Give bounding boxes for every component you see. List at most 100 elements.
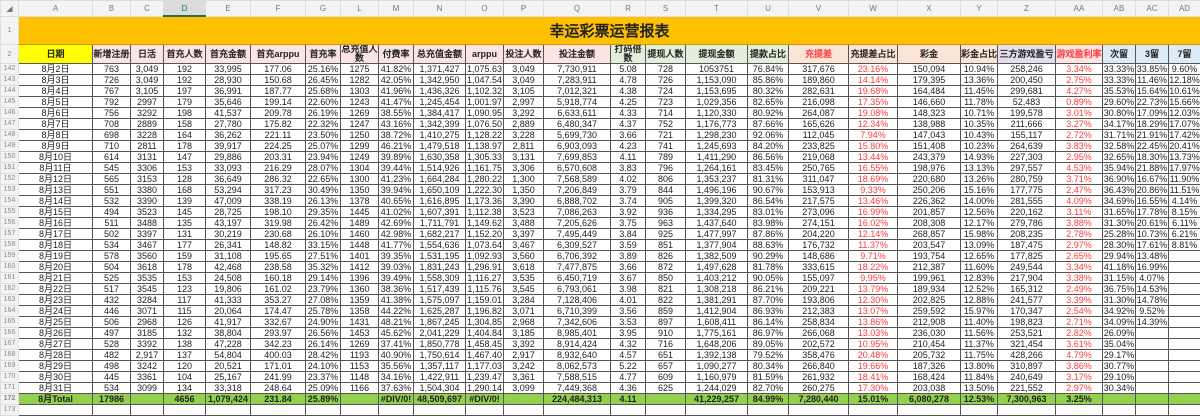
table-cell[interactable]: 1,630,358 <box>414 152 466 163</box>
table-cell[interactable]: 261,932 <box>789 372 849 383</box>
table-cell[interactable]: 177,825 <box>998 251 1056 262</box>
table-cell[interactable]: 7,012,321 <box>544 86 611 97</box>
table-cell[interactable]: 2,997 <box>504 97 544 108</box>
table-cell[interactable]: 41,537 <box>206 108 251 119</box>
table-cell[interactable]: 33.33% <box>1103 75 1136 86</box>
table-cell[interactable]: 850 <box>646 273 686 284</box>
table-cell[interactable]: 19,806 <box>206 284 251 295</box>
table-cell[interactable]: 2,811 <box>504 141 544 152</box>
table-cell[interactable]: 1,392,138 <box>686 350 748 361</box>
table-cell[interactable]: 3.53 <box>611 317 646 328</box>
row-number[interactable]: 147 <box>1 119 19 130</box>
table-cell[interactable]: 3153 <box>131 174 164 185</box>
table-cell[interactable]: 34.17% <box>1103 119 1136 130</box>
table-cell[interactable]: 1,149.62 <box>466 218 504 229</box>
table-cell[interactable]: 9.95% <box>849 273 898 284</box>
table-cell[interactable]: 319.98 <box>251 218 306 229</box>
table-cell[interactable]: 1,377,904 <box>686 240 748 251</box>
table-cell[interactable]: 90.05% <box>748 273 789 284</box>
table-cell[interactable]: 19.68% <box>849 86 898 97</box>
table-cell[interactable]: 210,454 <box>898 339 961 350</box>
table-cell[interactable]: 199.14 <box>251 97 306 108</box>
table-cell[interactable]: 35.56% <box>379 361 414 372</box>
total-cell[interactable]: 231.84 <box>251 394 306 405</box>
table-cell[interactable] <box>1136 339 1169 350</box>
table-cell[interactable]: 28,930 <box>206 75 251 86</box>
table-cell[interactable]: 126 <box>164 317 206 328</box>
table-cell[interactable]: 32.58% <box>1103 141 1136 152</box>
table-cell[interactable]: 31.30% <box>1103 218 1136 229</box>
table-cell[interactable]: 3.11% <box>1056 207 1103 218</box>
total-cell[interactable]: 41,229,257 <box>686 394 748 405</box>
table-cell[interactable]: 1247 <box>341 119 379 130</box>
table-cell[interactable]: 1299 <box>341 141 379 152</box>
table-cell[interactable]: 1,350 <box>504 185 544 196</box>
table-cell[interactable]: 33,995 <box>206 64 251 75</box>
table-cell[interactable]: 3292 <box>131 108 164 119</box>
table-cell[interactable]: 86.21% <box>748 284 789 295</box>
table-cell[interactable]: 6.21% <box>1169 229 1200 240</box>
table-cell[interactable]: 3,397 <box>504 229 544 240</box>
table-cell[interactable]: 1,750,614 <box>414 350 466 361</box>
table-cell[interactable]: 859 <box>646 306 686 317</box>
table-cell[interactable]: 3,049 <box>504 64 544 75</box>
column-header[interactable]: O <box>466 1 504 17</box>
column-title[interactable]: arppu <box>466 45 504 64</box>
total-cell[interactable]: 6,080,278 <box>898 394 961 405</box>
table-cell[interactable]: 259,592 <box>898 306 961 317</box>
table-cell[interactable]: 86.56% <box>748 152 789 163</box>
table-cell[interactable]: 266,840 <box>789 361 849 372</box>
table-cell[interactable]: 7,128,406 <box>544 295 611 306</box>
table-cell[interactable]: 6,309,527 <box>544 240 611 251</box>
table-cell[interactable]: 31,108 <box>206 251 251 262</box>
table-cell[interactable]: 20,064 <box>206 306 251 317</box>
column-header[interactable]: U <box>748 1 789 17</box>
table-cell[interactable]: 1,404.84 <box>466 328 504 339</box>
table-cell[interactable]: 170,347 <box>998 306 1056 317</box>
table-cell[interactable]: 155,097 <box>789 273 849 284</box>
total-cell[interactable]: 3.25% <box>1056 394 1103 405</box>
table-cell[interactable]: 23.16% <box>849 64 898 75</box>
table-cell[interactable]: 13.46% <box>849 196 898 207</box>
row-number[interactable]: 150 <box>1 152 19 163</box>
table-cell[interactable]: 517 <box>93 284 131 295</box>
table-cell[interactable]: 8月18日 <box>19 240 93 251</box>
table-cell[interactable]: 34.92% <box>1103 306 1136 317</box>
table-cell[interactable]: 174.47 <box>251 306 306 317</box>
table-cell[interactable]: 3,131 <box>504 152 544 163</box>
table-cell[interactable]: 13.80% <box>961 361 998 372</box>
table-cell[interactable]: 209.78 <box>251 108 306 119</box>
column-header[interactable]: B <box>93 1 131 17</box>
table-cell[interactable]: 1,607,391 <box>414 207 466 218</box>
table-cell[interactable] <box>1103 405 1136 416</box>
table-cell[interactable]: 872 <box>646 262 686 273</box>
table-cell[interactable]: 3.01% <box>1056 108 1103 119</box>
table-cell[interactable]: 280,759 <box>998 174 1056 185</box>
table-cell[interactable]: 1,076.50 <box>466 119 504 130</box>
table-cell[interactable]: 1,116.27 <box>466 273 504 284</box>
table-cell[interactable]: 23.79% <box>306 284 341 295</box>
table-cell[interactable]: 11.45% <box>961 86 998 97</box>
table-cell[interactable]: 112,045 <box>789 130 849 141</box>
table-cell[interactable]: 353.27 <box>251 295 306 306</box>
table-cell[interactable]: 506 <box>93 317 131 328</box>
table-cell[interactable]: 198,976 <box>898 163 961 174</box>
table-cell[interactable]: 1,152.20 <box>466 229 504 240</box>
table-cell[interactable]: 12.14% <box>849 229 898 240</box>
table-cell[interactable]: 240,649 <box>998 372 1056 383</box>
table-cell[interactable]: 193,806 <box>789 295 849 306</box>
table-cell[interactable]: 1269 <box>341 108 379 119</box>
table-cell[interactable]: 3.88% <box>1056 218 1103 229</box>
table-cell[interactable]: 42.05% <box>379 75 414 86</box>
table-cell[interactable]: 42.98% <box>379 229 414 240</box>
row-number[interactable]: 151 <box>1 163 19 174</box>
row-number[interactable]: 163 <box>1 295 19 306</box>
table-cell[interactable]: 27.51% <box>306 251 341 262</box>
table-cell[interactable]: 211,666 <box>998 119 1056 130</box>
table-cell[interactable]: 8月17日 <box>19 229 93 240</box>
table-cell[interactable]: 1,371,427 <box>414 64 466 75</box>
table-cell[interactable]: 3545 <box>131 284 164 295</box>
table-cell[interactable]: 10.95% <box>849 339 898 350</box>
table-cell[interactable]: 1,153,695 <box>686 86 748 97</box>
row-number[interactable]: 170 <box>1 372 19 383</box>
